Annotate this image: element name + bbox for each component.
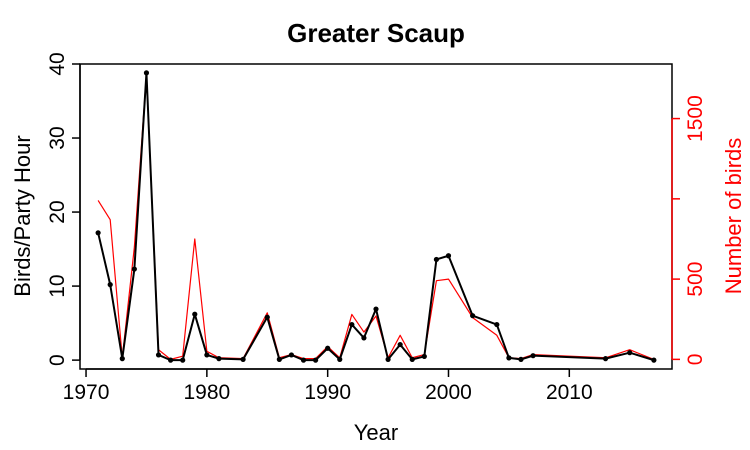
data-point (530, 353, 536, 359)
plot-frame (79, 63, 673, 370)
y-tick-label-right: 0 (684, 354, 707, 366)
x-tick-label: 2000 (425, 381, 472, 404)
y-axis-right: 0 500 1500 (671, 95, 707, 366)
data-point (143, 70, 150, 76)
data-point (397, 341, 403, 348)
data-point (119, 356, 125, 362)
y-tick-label-left: 40 (46, 52, 69, 75)
data-point (312, 357, 319, 363)
data-point (264, 314, 270, 320)
data-point (131, 266, 137, 272)
data-point (506, 355, 512, 361)
data-point (373, 306, 379, 312)
data-point (494, 321, 500, 328)
y-tick-label-right: 1500 (684, 95, 707, 142)
x-tick-label: 1970 (63, 381, 110, 404)
y-axis-left: 0 10 20 30 40 (46, 52, 81, 366)
chart-title: Greater Scaup (287, 18, 465, 48)
data-point (421, 353, 427, 360)
y-tick-label-left: 0 (46, 354, 69, 366)
y-axis-label-right: Number of birds (721, 138, 746, 295)
data-point (518, 356, 524, 362)
data-point (155, 352, 162, 358)
data-point (300, 357, 307, 363)
series-layer (95, 70, 657, 363)
data-point (192, 311, 198, 317)
x-tick-label: 1980 (183, 381, 230, 404)
y-tick-label-left: 30 (46, 126, 69, 149)
data-point (602, 356, 609, 362)
x-tick-label: 1990 (304, 381, 351, 404)
y-tick-label-right: 500 (684, 262, 707, 297)
data-point (409, 356, 415, 362)
data-point (349, 321, 355, 328)
data-point (107, 282, 113, 288)
data-point (627, 350, 633, 356)
x-axis-label: Year (354, 420, 398, 445)
data-point (470, 313, 476, 319)
data-point (180, 357, 186, 363)
x-tick-label: 2010 (546, 381, 593, 404)
data-point (385, 356, 391, 362)
data-point (95, 230, 101, 236)
x-axis: 1970 1980 1990 2000 2010 (63, 368, 593, 404)
y-tick-label-left: 10 (46, 274, 69, 297)
data-point (168, 357, 174, 363)
data-point (288, 352, 295, 358)
data-point (433, 256, 440, 263)
data-point (361, 335, 367, 341)
data-point (337, 356, 343, 362)
data-point (651, 357, 657, 363)
data-point (240, 356, 246, 362)
data-point (325, 345, 331, 351)
data-point (216, 356, 222, 362)
series-line-number-of-birds (97, 73, 655, 360)
y-axis-label-left: Birds/Party Hour (10, 135, 35, 296)
y-tick-label-left: 20 (46, 200, 69, 223)
data-point (204, 352, 210, 358)
data-point (445, 253, 452, 259)
data-point (276, 356, 282, 362)
